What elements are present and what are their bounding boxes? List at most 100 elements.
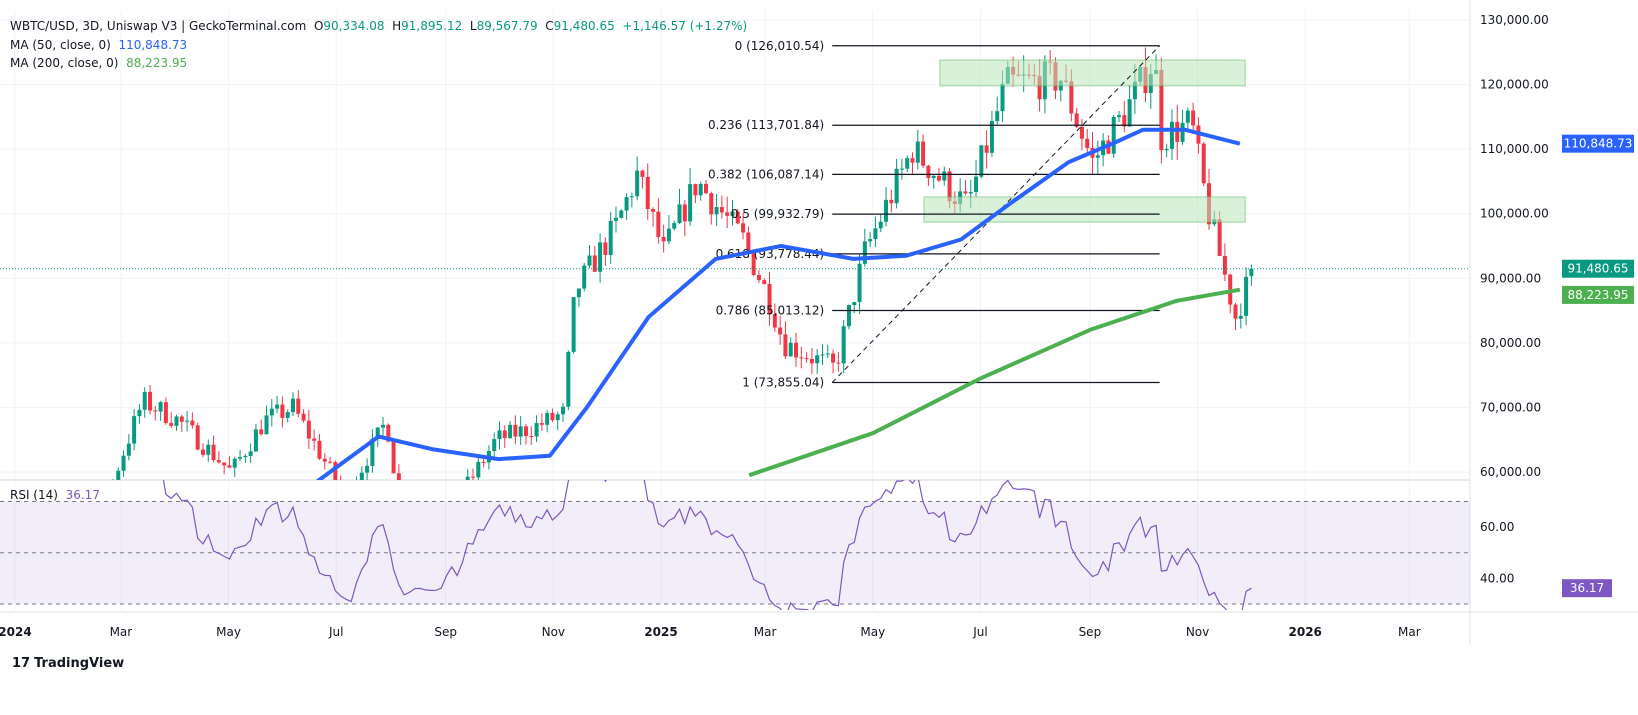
fib-zones [923, 59, 1246, 223]
candle-body [1175, 121, 1180, 142]
rsi-line [162, 480, 1252, 610]
candle-body [243, 455, 248, 458]
candle-body [142, 391, 147, 410]
candle-body [709, 193, 714, 215]
candle-body [1069, 81, 1074, 114]
candle-body [995, 111, 1000, 122]
candle-body [211, 444, 216, 461]
time-axis: 2024 Mar May Jul Sep Nov 2025 Mar May Jul Sep Nov 20… [0, 625, 1421, 639]
candle-body [1037, 76, 1042, 100]
ma50-price-tag: 110,848.73 [1562, 134, 1634, 153]
last-price-tag: 91,480.65 [1562, 259, 1634, 278]
candle-body [1074, 113, 1079, 127]
candle-body [396, 473, 401, 480]
time-tick-label: Sep [434, 625, 457, 639]
price-axis: 130,000.00 120,000.00 110,000.00 100,000.00… [1480, 13, 1549, 479]
candle-body [915, 141, 920, 163]
candle-body [868, 239, 873, 242]
candle-body [296, 398, 301, 414]
ma200-legend[interactable]: MA (200, close, 0) 88,223.95 [10, 56, 188, 70]
candle-body [1233, 304, 1238, 319]
candle-body [772, 314, 777, 328]
candle-body [1159, 69, 1164, 151]
candle-body [508, 424, 513, 439]
candle-body [677, 204, 682, 224]
candle-body [280, 404, 285, 418]
price-tick-label: 110,000.00 [1480, 142, 1549, 156]
candle-body [206, 444, 211, 455]
candle-body [889, 199, 894, 204]
candle-body [804, 358, 809, 360]
rsi-legend[interactable]: RSI (14) 36.17 [10, 488, 100, 502]
candle-body [550, 412, 555, 421]
candle-body [841, 326, 846, 364]
candle-body [185, 420, 190, 422]
candle-body [328, 461, 333, 463]
candle-body [339, 481, 343, 489]
candle-body [698, 183, 703, 196]
candle-body [963, 191, 968, 194]
candle-body [1000, 83, 1005, 112]
candle-body [1122, 115, 1127, 127]
time-tick-label: Mar [754, 625, 777, 639]
ohlc-legend: WBTC/USD, 3D, Uniswap V3 | GeckoTerminal… [10, 19, 748, 33]
tradingview-logo[interactable]: 17 TradingView [12, 656, 125, 671]
candle-body [820, 354, 825, 356]
close-value: 91,480.65 [553, 19, 615, 33]
candle-body [645, 176, 650, 210]
candle-body [259, 429, 264, 435]
candle-body [121, 455, 126, 471]
candle-body [1201, 143, 1206, 184]
candle-body [778, 327, 783, 335]
candle-body [137, 409, 142, 417]
price-tag-bg [1562, 259, 1634, 278]
candle-body [1132, 81, 1137, 100]
candle-body [111, 481, 115, 498]
ma50-legend[interactable]: MA (50, close, 0) 110,848.73 [10, 38, 188, 52]
candle-body [884, 199, 889, 222]
candle-body [926, 165, 931, 178]
candle-body [561, 406, 566, 415]
candle-body [571, 297, 576, 352]
candle-body [529, 436, 534, 438]
candle-body [878, 221, 883, 229]
time-tick-label: Mar [1398, 625, 1421, 639]
candle-body [809, 359, 814, 364]
candle-body [169, 422, 174, 426]
candle-body [656, 211, 661, 237]
candle-body [476, 461, 481, 478]
fib-level-label: 0.382 (106,087.14) [708, 167, 824, 181]
candle-body [799, 357, 804, 359]
candle-body [979, 145, 984, 177]
candle-body [1217, 219, 1222, 256]
candle-body [238, 457, 243, 459]
candle-body [545, 412, 550, 425]
candle-body [481, 461, 486, 463]
time-tick-label: Mar [110, 625, 133, 639]
candle-body [651, 209, 656, 212]
candle-body [344, 488, 348, 493]
candle-body [984, 145, 989, 153]
fibonacci-retracement: 0 (126,010.54) 0.236 (113,701.84) 0.382 (1… [708, 39, 1161, 390]
candle-body [857, 263, 862, 303]
candle-body [333, 462, 338, 480]
candle-body [788, 342, 793, 357]
candle-body [931, 175, 936, 178]
candle-body [381, 424, 386, 428]
candle-body [815, 355, 820, 364]
candle-body [783, 334, 788, 357]
rsi-tag-label: 36.17 [1570, 581, 1604, 595]
candle-body [635, 170, 640, 197]
candle-body [936, 175, 941, 181]
candle-body [613, 217, 618, 221]
price-tag-label: 88,223.95 [1567, 288, 1628, 302]
candle-body [126, 443, 131, 456]
time-tick-label: 2026 [1289, 625, 1322, 639]
candle-body [629, 196, 634, 198]
candle-body [1180, 122, 1185, 142]
candle-body [598, 242, 603, 272]
candle-body [693, 184, 698, 196]
symbol-title: WBTC/USD, 3D, Uniswap V3 | GeckoTerminal… [10, 19, 307, 33]
ma50-line [315, 127, 1241, 480]
